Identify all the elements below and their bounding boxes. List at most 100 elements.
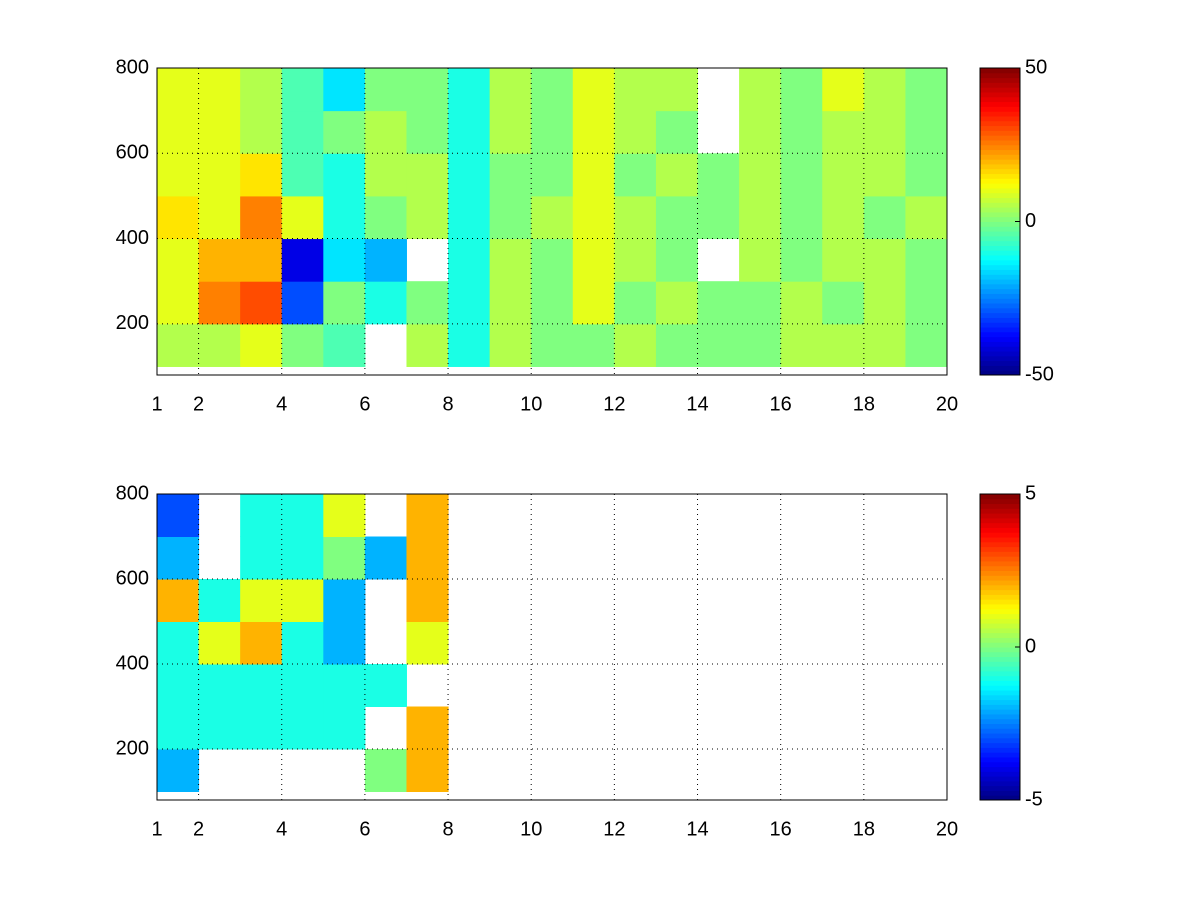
heatmap-cell <box>739 238 782 282</box>
colorbar-segment <box>980 556 1020 562</box>
colorbar-segment <box>980 346 1020 352</box>
colorbar-segment <box>980 580 1020 586</box>
heatmap-cell <box>157 706 200 750</box>
heatmap-cell <box>739 153 782 197</box>
colorbar-segment <box>980 785 1020 791</box>
heatmap-cell <box>198 706 241 750</box>
heatmap-cell <box>406 579 449 622</box>
colorbar-segment <box>980 599 1020 605</box>
colorbar-segment <box>980 647 1020 653</box>
heatmap-cell <box>364 153 407 197</box>
heatmap-cell <box>655 238 699 282</box>
x-tick-label: 6 <box>359 818 370 840</box>
heatmap-cell <box>531 110 574 154</box>
colorbar-tick-label: 0 <box>1025 210 1036 232</box>
colorbar-segment <box>980 183 1020 189</box>
colorbar-segment <box>980 307 1020 314</box>
colorbar-segment <box>980 661 1020 667</box>
x-tick-label: 20 <box>936 393 958 415</box>
x-tick-label: 12 <box>603 818 625 840</box>
colorbar-segment <box>980 221 1020 227</box>
colorbar-segment <box>980 747 1020 753</box>
colorbar-segment <box>980 303 1020 309</box>
colorbar-segment <box>980 651 1020 658</box>
colorbar-segment <box>980 144 1020 151</box>
colorbar-tick-label: 50 <box>1025 56 1047 78</box>
heatmap-cell <box>697 153 740 197</box>
colorbar-segment <box>980 551 1020 557</box>
colorbar-segment <box>980 603 1020 610</box>
colorbar-segment <box>980 575 1020 581</box>
colorbar-segment <box>980 322 1020 328</box>
heatmap-cell <box>863 68 906 112</box>
heatmap-cell <box>406 110 449 154</box>
y-tick-label: 400 <box>116 227 149 249</box>
heatmap-cell <box>323 195 366 240</box>
colorbar-segment <box>980 503 1020 509</box>
heatmap-cell <box>531 68 574 112</box>
heatmap-cell <box>323 664 366 707</box>
heatmap-cell <box>739 323 782 367</box>
colorbar-segment <box>980 111 1020 117</box>
colorbar-segment <box>980 537 1020 543</box>
heatmap-cell <box>655 110 699 154</box>
x-tick-label: 16 <box>770 393 792 415</box>
heatmap-cell <box>863 281 906 325</box>
colorbar-segment <box>980 139 1020 146</box>
colorbar-segment <box>980 87 1020 93</box>
heatmap-cell <box>281 110 324 154</box>
y-tick-label: 600 <box>116 142 149 164</box>
colorbar-segment <box>980 713 1020 720</box>
colorbar-segment <box>980 216 1020 222</box>
heatmap-cell <box>780 323 823 367</box>
colorbar-segment <box>980 240 1020 246</box>
colorbar-segment <box>980 699 1020 705</box>
heatmap-cell <box>198 664 241 707</box>
heatmap-cell <box>364 195 407 240</box>
colorbar-segment <box>980 565 1020 571</box>
colorbar-segment <box>980 589 1020 595</box>
colorbar-segment <box>980 508 1020 514</box>
colorbar-segment <box>980 101 1020 107</box>
heatmap-cell <box>240 664 283 707</box>
heatmap-cell <box>323 68 366 112</box>
heatmap-cell <box>198 195 241 240</box>
heatmap-cell <box>863 323 906 367</box>
heatmap-cell <box>240 195 283 240</box>
colorbar-segment <box>980 541 1020 548</box>
heatmap-cell <box>157 579 200 622</box>
colorbar-segment <box>980 202 1020 208</box>
heatmap-cell <box>364 110 407 154</box>
colorbar-segment <box>980 250 1020 256</box>
heatmap-cell <box>614 238 657 282</box>
heatmap-cell <box>905 323 947 367</box>
colorbar-segment <box>980 365 1020 371</box>
heatmap-cell <box>822 153 865 197</box>
heatmap-cell <box>281 494 324 537</box>
heatmap-cell <box>364 238 407 282</box>
heatmap-cell <box>240 323 283 367</box>
heatmap-cell <box>406 706 449 750</box>
colorbar-segment <box>980 327 1020 333</box>
colorbar-segment <box>980 336 1020 342</box>
colorbar-segment <box>980 135 1020 141</box>
x-tick-label: 16 <box>770 818 792 840</box>
colorbar-segment <box>980 226 1020 232</box>
colorbar-segment <box>980 632 1020 638</box>
colorbar-segment <box>980 91 1020 98</box>
colorbar-segment <box>980 776 1020 782</box>
heatmap-cell <box>157 281 200 325</box>
colorbar-segment <box>980 235 1020 242</box>
heatmap-cell <box>572 68 615 112</box>
heatmap-cell <box>822 238 865 282</box>
colorbar-segment <box>980 82 1020 88</box>
heatmap-cell <box>489 110 532 154</box>
heatmap-cell <box>655 195 699 240</box>
x-tick-label: 6 <box>359 393 370 415</box>
heatmap-cell <box>489 153 532 197</box>
heatmap-cell <box>489 238 532 282</box>
axes-frame <box>156 67 948 376</box>
heatmap-cell <box>323 281 366 325</box>
heatmap-cell <box>905 68 947 112</box>
